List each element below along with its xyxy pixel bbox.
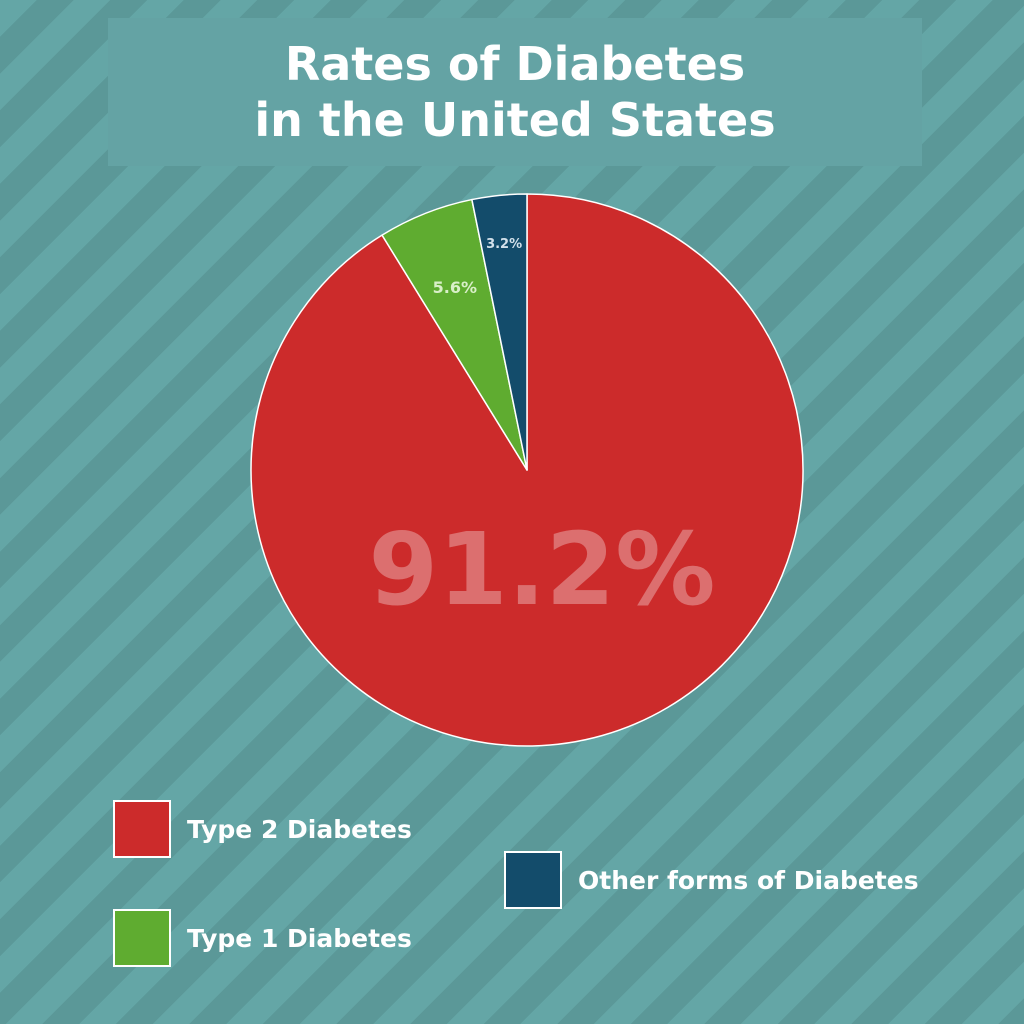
chart-title-line-2: in the United States bbox=[254, 93, 776, 147]
legend-label-type-1: Type 1 Diabetes bbox=[187, 923, 412, 953]
legend-swatch-type-1 bbox=[113, 909, 171, 967]
legend-item-type-2: Type 2 Diabetes bbox=[113, 800, 412, 858]
title-banner: Rates of Diabetes in the United States bbox=[108, 18, 922, 166]
chart-title-line-1: Rates of Diabetes bbox=[284, 37, 746, 91]
pie-slice-other bbox=[471, 193, 528, 471]
pie-label-type-1: 5.6% bbox=[433, 278, 477, 297]
pie-label-type-2: 91.2% bbox=[369, 511, 716, 628]
pie-label-other: 3.2% bbox=[486, 237, 522, 252]
legend-item-type-1: Type 1 Diabetes bbox=[113, 909, 412, 967]
legend-swatch-other bbox=[504, 851, 562, 909]
legend-label-type-2: Type 2 Diabetes bbox=[187, 814, 412, 844]
legend-swatch-type-2 bbox=[113, 800, 171, 858]
legend-label-other: Other forms of Diabetes bbox=[578, 865, 919, 895]
legend-item-other: Other forms of Diabetes bbox=[504, 851, 919, 909]
